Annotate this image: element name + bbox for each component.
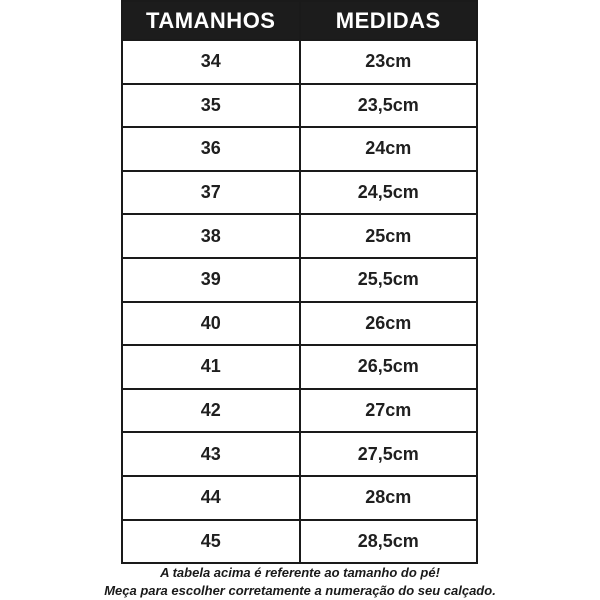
measure-cell: 27,5cm (298, 431, 478, 477)
measure-cell: 25cm (298, 213, 478, 259)
measure-cell: 26,5cm (298, 344, 478, 390)
footer-note-line1: A tabela acima é referente ao tamanho do… (160, 565, 440, 580)
table-row: 42 27cm (121, 387, 478, 434)
measure-cell: 23,5cm (298, 82, 478, 129)
table-row: 34 23cm (121, 39, 478, 85)
table-row: 45 28,5cm (121, 518, 478, 565)
measure-cell: 27cm (298, 387, 478, 434)
table-row: 38 25cm (121, 213, 478, 259)
size-cell: 37 (121, 169, 301, 216)
header-medidas: MEDIDAS (298, 0, 478, 41)
table-row: 35 23,5cm (121, 82, 478, 129)
size-chart-body: 34 23cm 35 23,5cm 36 24cm 37 24,5cm 38 2… (121, 39, 478, 565)
footer-note: A tabela acima é referente ao tamanho do… (0, 564, 600, 600)
size-cell: 40 (121, 300, 301, 347)
table-row: 37 24,5cm (121, 169, 478, 216)
measure-cell: 24,5cm (298, 169, 478, 216)
measure-cell: 26cm (298, 300, 478, 347)
size-cell: 42 (121, 387, 301, 434)
measure-cell: 23cm (298, 39, 478, 85)
table-row: 36 24cm (121, 126, 478, 172)
measure-cell: 24cm (298, 126, 478, 172)
size-cell: 44 (121, 474, 301, 521)
measure-cell: 28,5cm (298, 518, 478, 565)
size-cell: 45 (121, 518, 301, 565)
size-cell: 36 (121, 126, 301, 172)
size-cell: 34 (121, 39, 301, 85)
size-chart-table: TAMANHOS MEDIDAS 34 23cm 35 23,5cm 36 24… (121, 0, 478, 565)
size-cell: 41 (121, 344, 301, 390)
measure-cell: 25,5cm (298, 256, 478, 303)
table-row: 44 28cm (121, 474, 478, 521)
table-row: 41 26,5cm (121, 344, 478, 390)
table-row: 39 25,5cm (121, 256, 478, 303)
size-cell: 38 (121, 213, 301, 259)
table-row: 40 26cm (121, 300, 478, 347)
size-cell: 39 (121, 256, 301, 303)
size-chart-header: TAMANHOS MEDIDAS (121, 0, 478, 41)
footer-note-line2: Meça para escolher corretamente a numera… (104, 583, 496, 598)
measure-cell: 28cm (298, 474, 478, 521)
header-tamanhos: TAMANHOS (121, 0, 301, 41)
header-row: TAMANHOS MEDIDAS (121, 0, 478, 41)
table-row: 43 27,5cm (121, 431, 478, 477)
size-cell: 35 (121, 82, 301, 129)
size-cell: 43 (121, 431, 301, 477)
